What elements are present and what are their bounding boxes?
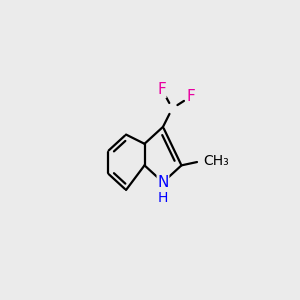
Text: F: F: [186, 88, 195, 104]
Text: N: N: [157, 175, 169, 190]
Text: CH₃: CH₃: [203, 154, 229, 168]
Text: H: H: [158, 191, 168, 205]
Text: F: F: [157, 82, 166, 98]
